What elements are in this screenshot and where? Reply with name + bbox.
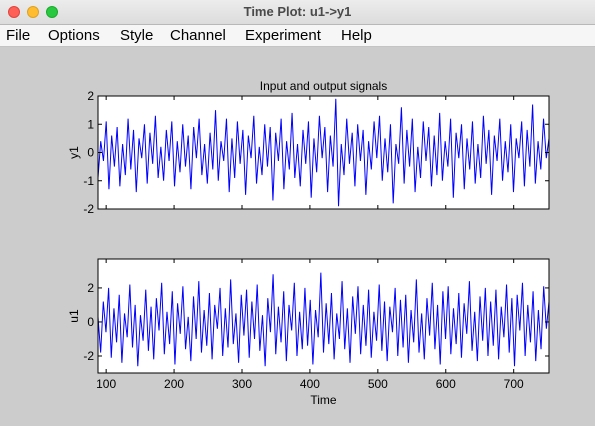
maximize-window-button[interactable]: [46, 6, 58, 18]
menu-channel[interactable]: Channel: [170, 27, 226, 44]
y-axis-label: u1: [67, 309, 81, 323]
x-tick-label: 400: [300, 377, 320, 391]
y-tick-label: -2: [83, 349, 94, 363]
u1-signal-line: [97, 272, 550, 367]
plot-title: Input and output signals: [260, 79, 387, 93]
menu-style[interactable]: Style: [120, 27, 154, 44]
y-tick-label: 0: [87, 315, 94, 329]
x-tick-label: 100: [96, 377, 116, 391]
x-axis-label: Time: [310, 393, 337, 407]
window-title: Time Plot: u1->y1: [243, 4, 352, 19]
menu-experiment[interactable]: Experiment: [245, 27, 321, 44]
y-tick-label: 2: [87, 89, 94, 103]
y1-signal-line: [97, 98, 550, 207]
menu-bar: File Options Style Channel Experiment He…: [0, 25, 595, 47]
minimize-window-button[interactable]: [27, 6, 39, 18]
time-plot-figure: -2 -1 0 1 2 Input and output signals y1 -2 0 2 100…: [67, 79, 550, 407]
y-axis-label: y1: [67, 146, 81, 159]
y-tick-label: 0: [87, 146, 94, 160]
x-tick-label: 200: [164, 377, 184, 391]
y-tick-label: 2: [87, 281, 94, 295]
y-tick-label: -1: [83, 174, 94, 188]
close-window-button[interactable]: [8, 6, 20, 18]
menu-help[interactable]: Help: [341, 27, 372, 44]
x-tick-label: 500: [368, 377, 388, 391]
y-tick-label: 1: [87, 117, 94, 131]
y-tick-label: -2: [83, 202, 94, 216]
menu-options[interactable]: Options: [48, 27, 100, 44]
title-bar: Time Plot: u1->y1: [0, 0, 595, 25]
x-tick-label: 300: [232, 377, 252, 391]
menu-file[interactable]: File: [6, 27, 31, 44]
plot-area: -2 -1 0 1 2 Input and output signals y1 -2 0 2 100…: [0, 47, 595, 421]
x-tick-label: 700: [504, 377, 524, 391]
axes-frame-2: [97, 258, 550, 374]
x-tick-label: 600: [436, 377, 456, 391]
